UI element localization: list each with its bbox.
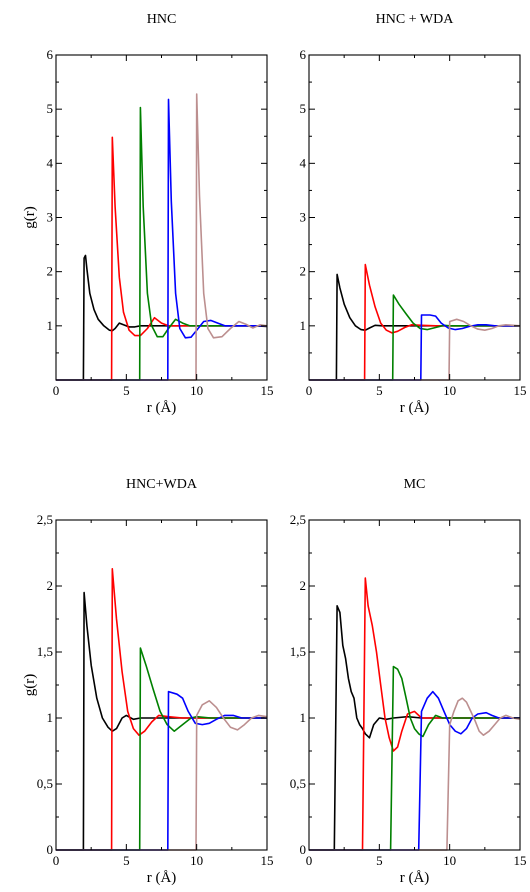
y-tick-label: 1 — [47, 710, 54, 725]
series-line-4 — [309, 690, 520, 851]
series-line-1 — [56, 254, 268, 381]
series-line-3 — [309, 294, 520, 381]
x-tick-label: 5 — [123, 853, 130, 868]
x-axis-label: r (Å) — [147, 870, 177, 886]
y-axis-label: g(r) — [22, 206, 38, 229]
chart-title: HNC — [147, 12, 177, 27]
y-tick-label: 5 — [47, 101, 54, 116]
plot-frame — [55, 54, 268, 381]
series-line-5 — [309, 697, 521, 851]
y-tick-label: 3 — [47, 210, 54, 225]
x-axis-label: r (Å) — [147, 400, 177, 416]
x-tick-label: 10 — [443, 383, 456, 398]
series-line-2 — [56, 136, 267, 381]
x-tick-label: 0 — [306, 853, 313, 868]
y-tick-label: 4 — [300, 155, 307, 170]
y-tick-label: 6 — [47, 47, 54, 62]
y-tick-label: 1,5 — [290, 644, 306, 659]
y-tick-label: 1 — [300, 318, 307, 333]
chart-title: HNC + WDA — [376, 12, 455, 27]
series-line-4 — [56, 690, 267, 851]
y-tick-label: 2,5 — [290, 512, 306, 527]
x-axis-label: r (Å) — [400, 870, 430, 886]
x-tick-label: 10 — [190, 853, 203, 868]
series-line-2 — [56, 567, 267, 851]
x-tick-label: 15 — [514, 853, 527, 868]
series-line-1 — [309, 273, 520, 381]
y-tick-label: 2 — [47, 264, 54, 279]
y-tick-label: 2 — [300, 578, 307, 593]
y-tick-label: 1 — [300, 710, 307, 725]
y-tick-label: 0 — [47, 842, 54, 857]
y-tick-label: 5 — [300, 101, 307, 116]
x-tick-label: 10 — [190, 383, 203, 398]
series-line-4 — [56, 98, 267, 381]
y-tick-label: 1 — [47, 318, 54, 333]
chart-panel-4: MC 0 5 10 15 0 0,5 1 1,5 2 2,5 r (Å) — [290, 477, 527, 886]
x-tick-label: 10 — [443, 853, 456, 868]
series-line-5 — [56, 699, 268, 851]
x-tick-label: 0 — [53, 383, 60, 398]
plot-frame — [308, 54, 521, 381]
chart-panel-2: HNC + WDA 0 5 10 15 1 2 3 4 5 6 r (Å) — [300, 12, 527, 416]
y-tick-label: 0,5 — [290, 776, 306, 791]
y-axis-label: g(r) — [22, 674, 38, 697]
series-line-1 — [56, 591, 267, 851]
y-tick-label: 2 — [300, 264, 307, 279]
x-tick-label: 15 — [261, 853, 274, 868]
series-line-3 — [309, 665, 520, 851]
y-tick-label: 4 — [47, 155, 54, 170]
x-tick-label: 5 — [123, 383, 130, 398]
chart-title: MC — [404, 477, 426, 492]
series-line-4 — [309, 314, 520, 381]
plot-frame — [308, 519, 521, 851]
x-axis-label: r (Å) — [400, 400, 430, 416]
plot-frame — [55, 519, 268, 851]
series-line-3 — [56, 647, 267, 851]
series-line-2 — [309, 263, 520, 381]
x-tick-label: 0 — [306, 383, 313, 398]
series-line-5 — [309, 318, 521, 381]
x-tick-label: 0 — [53, 853, 60, 868]
series-line-5 — [56, 93, 268, 381]
chart-panel-1: HNC 0 5 10 15 1 2 3 4 5 6 r (Å) g(r) — [22, 12, 274, 416]
x-tick-label: 5 — [376, 853, 383, 868]
x-tick-label: 5 — [376, 383, 383, 398]
y-tick-label: 2 — [47, 578, 54, 593]
x-tick-label: 15 — [261, 383, 274, 398]
y-tick-label: 6 — [300, 47, 307, 62]
chart-panel-3: HNC+WDA 0 5 10 15 0 0,5 1 1,5 2 2,5 r (Å) g(r) — [22, 477, 274, 886]
x-tick-label: 15 — [514, 383, 527, 398]
y-tick-label: 1,5 — [37, 644, 53, 659]
y-tick-label: 2,5 — [37, 512, 53, 527]
y-tick-label: 3 — [300, 210, 307, 225]
y-tick-label: 0 — [300, 842, 307, 857]
chart-title: HNC+WDA — [126, 477, 198, 492]
series-line-3 — [56, 106, 267, 381]
y-tick-label: 0,5 — [37, 776, 53, 791]
